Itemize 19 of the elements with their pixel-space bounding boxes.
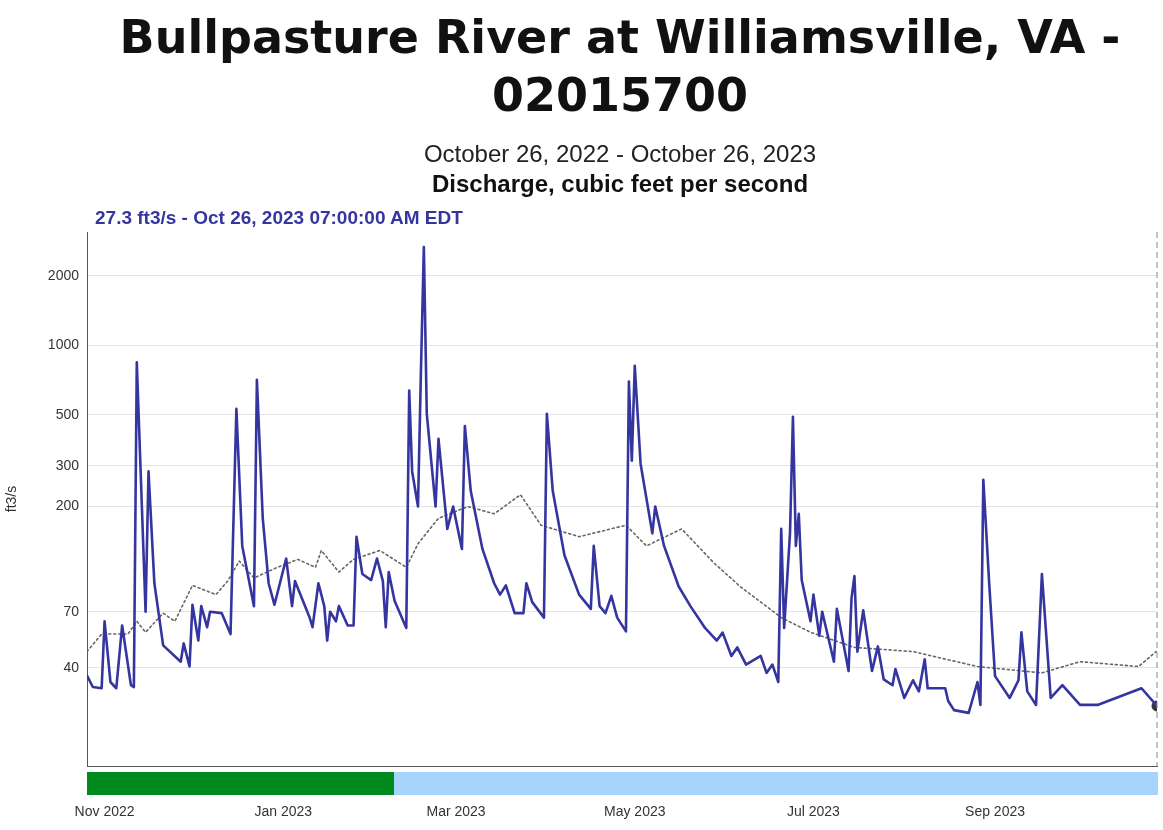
y-tick-label: 500 (55, 405, 80, 422)
y-tick-label: 40 (63, 658, 80, 675)
x-tick-label: May 2023 (604, 803, 666, 820)
chart-subtitle: October 26, 2022 - October 26, 2023 (422, 140, 818, 168)
x-tick-label: Nov 2022 (74, 803, 135, 820)
text: 27.3 ft3/s - Oct 26, 2023 07:00:00 AM EDT (95, 206, 464, 228)
chart-title: Bullpasture River at Williamsville, VA - 02015700 (118, 9, 1122, 124)
y-tick-label: 1000 (47, 336, 80, 353)
y-tick-label: 70 (63, 602, 80, 619)
x-tick-label: Mar 2023 (426, 803, 486, 820)
x-tick-label: Sep 2023 (965, 803, 1026, 820)
y-tick-label: 2000 (47, 266, 80, 283)
line-series (87, 493, 1157, 674)
text: Discharge, cubic feet per second (430, 170, 810, 198)
x-tick-label: Jul 2023 (786, 803, 841, 820)
x-tick-label: Jan 2023 (254, 803, 313, 820)
y-tick-label: 200 (55, 497, 80, 514)
y-axis-title: ft3/s (3, 485, 20, 513)
y-tick-label: 300 (55, 456, 80, 473)
